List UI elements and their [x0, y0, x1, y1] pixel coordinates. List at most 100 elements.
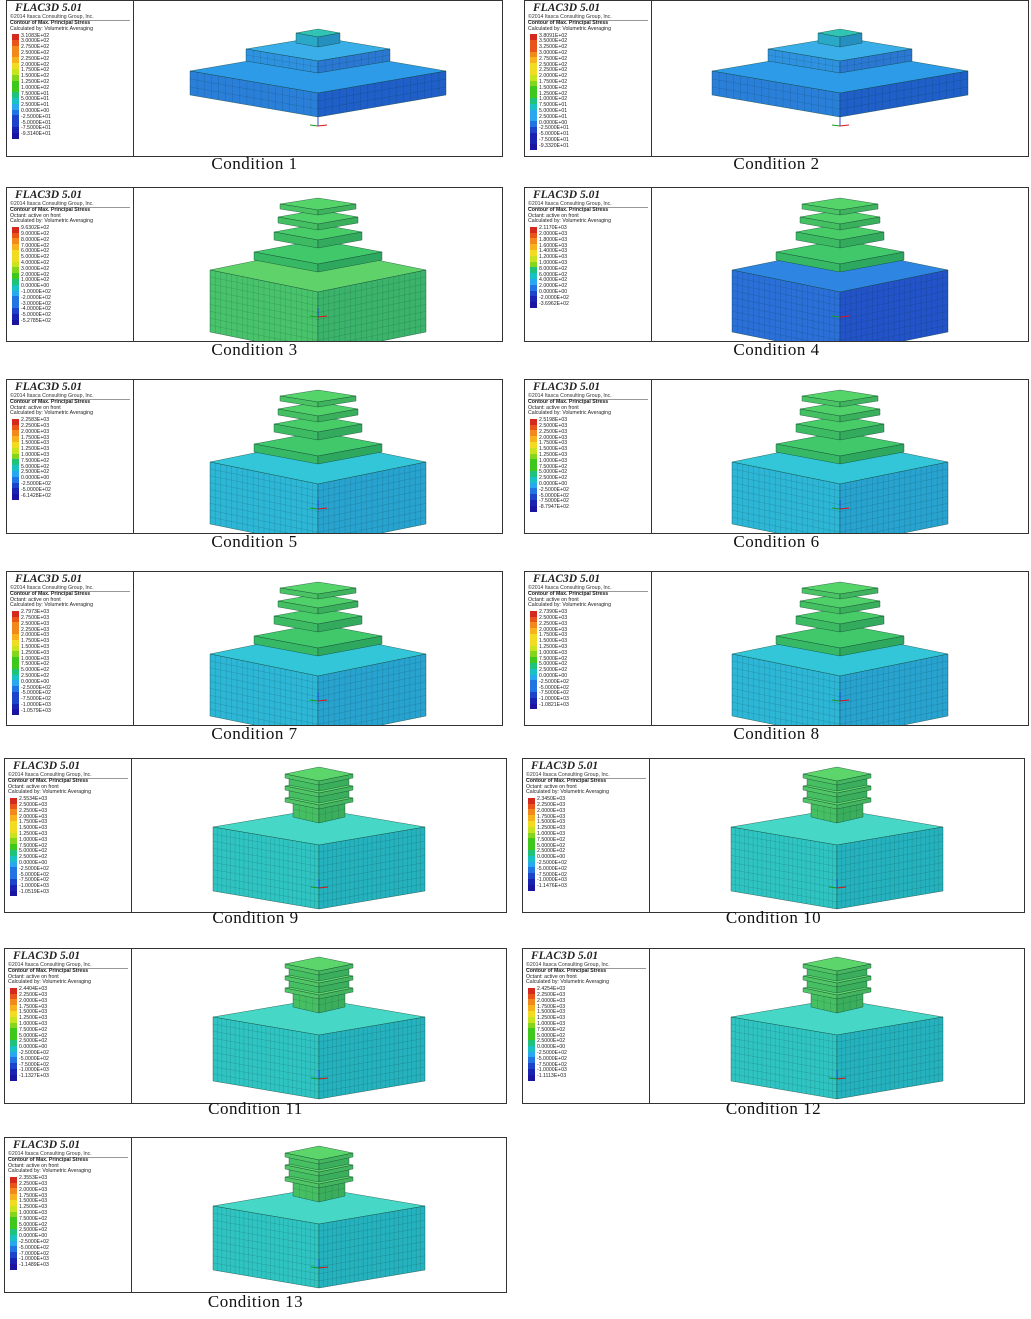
color-swatch	[12, 476, 19, 483]
color-scale	[528, 797, 535, 891]
stress-legend: FLAC3D 5.01 ©2014 Itasca Consulting Group…	[5, 1138, 132, 1292]
contour-label: Contour of Max. Principal Stress	[10, 20, 91, 26]
stress-legend: FLAC3D 5.01 ©2014 Itasca Consulting Group…	[7, 572, 134, 725]
color-swatch	[530, 80, 537, 87]
legend-value: 1.2500E+03	[539, 452, 568, 459]
legend-value: 3.8091E+02	[539, 32, 568, 39]
legend-value: 6.0000E+02	[21, 248, 50, 255]
legend-value: -2.5000E+02	[539, 486, 569, 493]
color-swatch	[12, 633, 19, 640]
legend-value: 1.5000E+02	[21, 73, 50, 80]
flac3d-plot-frame: FLAC3D 5.01 ©2014 Itasca Consulting Group…	[6, 379, 503, 534]
stress-contour-model	[731, 389, 949, 533]
color-swatch	[10, 1057, 17, 1064]
color-swatch	[12, 691, 19, 698]
color-swatch	[530, 494, 537, 500]
foundation-block-mesh	[730, 827, 944, 909]
contour-label: Contour of Max. Principal Stress	[526, 778, 607, 784]
legend-value: 1.5000E+02	[539, 84, 568, 91]
podium-base-right-face	[839, 70, 969, 118]
color-swatch	[12, 441, 19, 448]
legend-value: -1.0000E+03	[19, 1256, 49, 1263]
legend-values: 2.3450E+03 2.2500E+03 2.0000E+03 1.7500E+03…	[537, 796, 567, 890]
legend-value: 2.5000E+02	[19, 1038, 48, 1045]
contour-label: Contour of Max. Principal Stress	[8, 1157, 89, 1163]
legend-value: 1.2500E+03	[19, 1204, 48, 1211]
color-swatch	[12, 238, 19, 245]
model-render	[731, 581, 949, 725]
color-swatch	[530, 121, 537, 127]
color-swatch	[528, 1074, 535, 1081]
column-lower-mesh	[810, 992, 864, 1012]
contour-label: Contour of Max. Principal Stress	[528, 20, 609, 26]
color-swatch	[530, 610, 537, 617]
model-render	[212, 766, 426, 910]
model-render	[209, 197, 427, 341]
legend-value: 0.0000E+00	[539, 481, 568, 488]
color-swatch	[10, 1223, 17, 1229]
color-swatch	[528, 1016, 535, 1023]
excavation-block-right-face	[317, 461, 427, 533]
legend-value: 0.0000E+00	[539, 289, 568, 296]
color-swatch	[10, 861, 17, 868]
legend-value: -1.0000E+03	[19, 1067, 49, 1074]
legend-value: 5.0000E+02	[539, 469, 568, 476]
stress-legend: FLAC3D 5.01 ©2014 Itasca Consulting Group…	[525, 380, 652, 533]
color-swatch	[530, 703, 537, 710]
legend-value: 2.5000E+02	[539, 667, 568, 674]
color-swatch	[530, 628, 537, 634]
color-swatch	[10, 1257, 17, 1264]
color-swatch	[10, 1045, 17, 1052]
legend-header: Contour of Max. Principal Stress Octant: …	[528, 207, 611, 225]
color-swatch	[12, 226, 19, 233]
legend-value: -1.1113E+03	[537, 1073, 567, 1080]
color-swatch	[10, 873, 17, 879]
flac3d-plot-frame: FLAC3D 5.01 ©2014 Itasca Consulting Group…	[522, 758, 1025, 913]
legend-header: Contour of Max. Principal Stress Calculat…	[528, 20, 611, 32]
legend-value: 1.5000E+03	[539, 446, 568, 453]
color-swatch	[10, 1022, 17, 1029]
color-swatch	[10, 999, 17, 1006]
foundation-block-mesh	[212, 1017, 426, 1099]
color-swatch	[10, 1217, 17, 1224]
legend-value: -5.0000E+02	[537, 1055, 567, 1062]
axis-triad	[831, 117, 850, 127]
color-swatch	[12, 278, 19, 285]
excavation-block-left-face	[209, 653, 319, 725]
legend-value: -2.5000E+01	[21, 113, 51, 120]
legend-value: 1.2500E+02	[21, 79, 50, 86]
legend-value: 2.5000E+02	[539, 61, 568, 68]
axis-triad	[310, 1259, 329, 1269]
color-swatch	[10, 809, 17, 816]
legend-value: -5.0000E+02	[21, 690, 51, 697]
color-swatch	[12, 273, 19, 279]
legend-values: 2.3553E+03 2.2500E+03 2.0000E+03 1.7500E+03…	[19, 1175, 49, 1269]
legend-value: 1.2500E+03	[537, 1015, 566, 1022]
color-swatch	[530, 144, 537, 151]
condition-caption: Condition 6	[733, 532, 820, 551]
legend-divider	[8, 968, 128, 969]
color-swatch	[10, 993, 17, 1000]
legend-value: 2.0000E+03	[19, 1186, 48, 1193]
legend-value: 2.0000E+03	[19, 997, 48, 1004]
color-swatch	[12, 57, 19, 64]
legend-value: 4.0000E+02	[539, 277, 568, 284]
octant-label: Octant: active on front	[8, 1162, 59, 1169]
color-scale	[530, 610, 537, 710]
contour-label: Contour of Max. Principal Stress	[528, 207, 609, 213]
core-block-right-face	[839, 32, 863, 48]
color-scale	[12, 226, 19, 326]
copyright-text: ©2014 Itasca Consulting Group, Inc.	[8, 772, 92, 778]
color-swatch	[12, 628, 19, 634]
level-3-right-face	[839, 600, 881, 615]
color-swatch	[530, 465, 537, 471]
legend-value: -2.0000E+02	[539, 294, 569, 301]
legend-value: 1.5000E+03	[19, 1198, 48, 1205]
model-viewport	[652, 380, 1028, 533]
color-swatch	[12, 126, 19, 133]
color-swatch	[12, 645, 19, 652]
color-swatch	[528, 987, 535, 994]
legend-value: 2.7973E+03	[21, 609, 50, 616]
color-swatch	[528, 861, 535, 868]
color-swatch	[528, 815, 535, 821]
